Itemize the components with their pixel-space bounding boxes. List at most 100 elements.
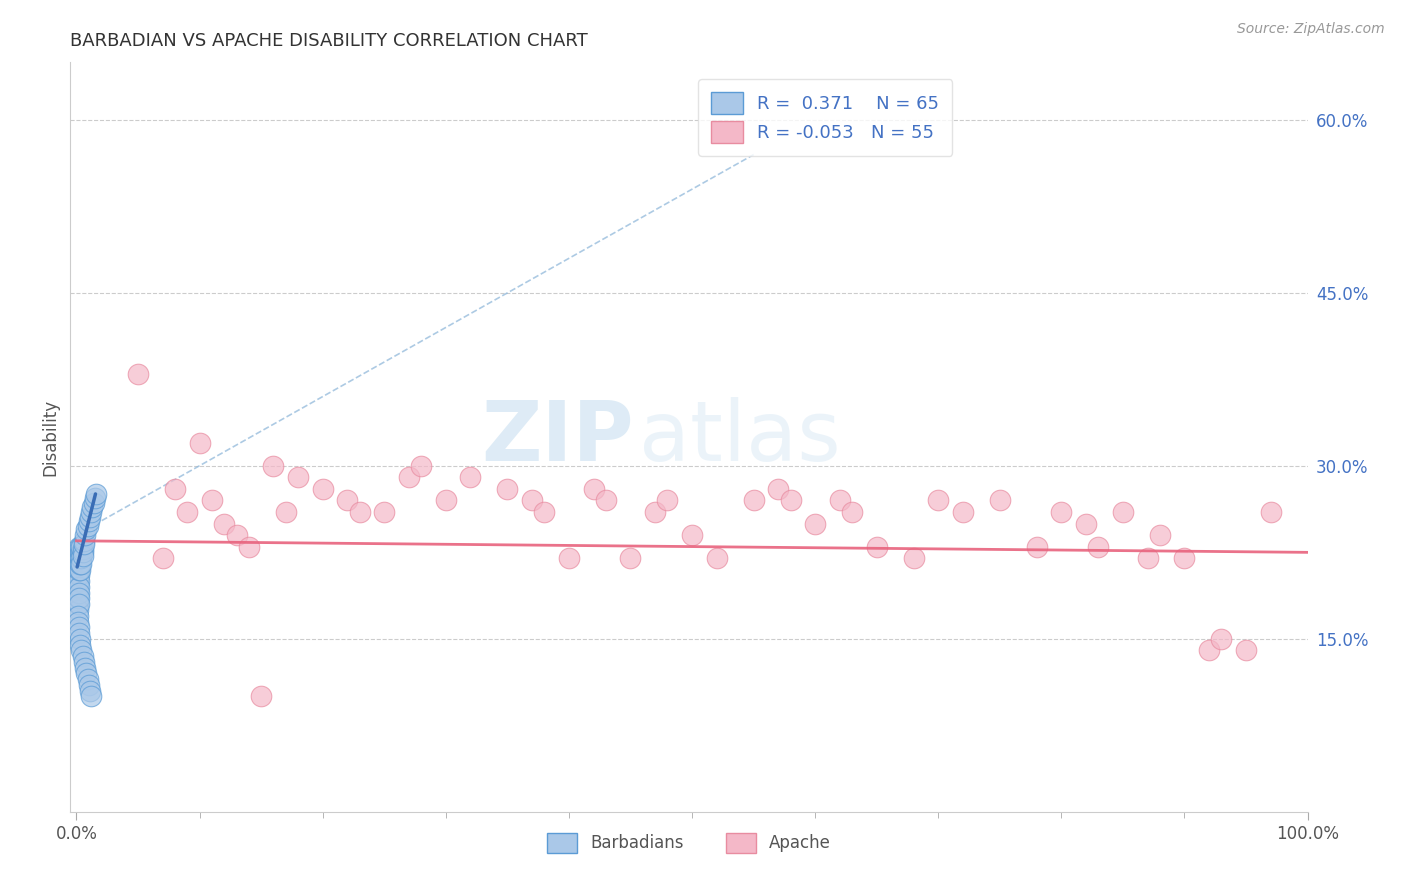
Y-axis label: Disability: Disability bbox=[41, 399, 59, 475]
Point bbox=[804, 516, 827, 531]
Point bbox=[1198, 643, 1220, 657]
Point bbox=[67, 591, 90, 606]
Point bbox=[841, 505, 863, 519]
Point bbox=[66, 563, 89, 577]
Point bbox=[988, 493, 1011, 508]
Point bbox=[73, 533, 96, 548]
Point bbox=[66, 608, 89, 623]
Point bbox=[952, 505, 974, 519]
Point bbox=[1050, 505, 1073, 519]
Point bbox=[69, 545, 91, 559]
Point bbox=[1112, 505, 1135, 519]
Point bbox=[336, 493, 359, 508]
Point bbox=[67, 557, 90, 571]
Point bbox=[903, 551, 925, 566]
Point bbox=[73, 537, 96, 551]
Point bbox=[644, 505, 666, 519]
Point bbox=[66, 557, 89, 571]
Point bbox=[312, 482, 335, 496]
Point bbox=[349, 505, 371, 519]
Point bbox=[212, 516, 235, 531]
Point bbox=[66, 585, 89, 599]
Point bbox=[75, 660, 97, 674]
Point bbox=[75, 528, 97, 542]
Point bbox=[72, 545, 94, 559]
Point bbox=[70, 551, 93, 566]
Point bbox=[69, 638, 91, 652]
Point bbox=[582, 482, 605, 496]
Point bbox=[742, 493, 765, 508]
Point bbox=[1149, 528, 1171, 542]
Point bbox=[496, 482, 519, 496]
Point bbox=[287, 470, 309, 484]
Point bbox=[66, 551, 89, 566]
Point bbox=[69, 540, 91, 554]
Point bbox=[67, 563, 90, 577]
Point bbox=[1260, 505, 1282, 519]
Text: BARBADIAN VS APACHE DISABILITY CORRELATION CHART: BARBADIAN VS APACHE DISABILITY CORRELATI… bbox=[70, 32, 588, 50]
Point bbox=[83, 496, 105, 510]
Point bbox=[533, 505, 555, 519]
Point bbox=[79, 683, 101, 698]
Point bbox=[188, 435, 211, 450]
Point bbox=[373, 505, 395, 519]
Point bbox=[1074, 516, 1097, 531]
Point bbox=[595, 493, 617, 508]
Point bbox=[69, 632, 91, 646]
Point bbox=[66, 615, 89, 629]
Point bbox=[66, 580, 89, 594]
Point bbox=[66, 568, 89, 582]
Point bbox=[84, 491, 107, 505]
Point bbox=[66, 591, 89, 606]
Point bbox=[84, 486, 107, 500]
Point bbox=[67, 585, 90, 599]
Point bbox=[434, 493, 457, 508]
Point bbox=[72, 549, 94, 563]
Point bbox=[67, 540, 90, 554]
Point bbox=[72, 541, 94, 556]
Point bbox=[67, 563, 90, 577]
Point bbox=[75, 666, 97, 681]
Point bbox=[79, 509, 101, 524]
Point bbox=[262, 458, 284, 473]
Point bbox=[766, 482, 789, 496]
Point bbox=[927, 493, 949, 508]
Point bbox=[70, 557, 93, 571]
Point bbox=[66, 574, 89, 589]
Point bbox=[411, 458, 433, 473]
Point bbox=[67, 620, 90, 634]
Point bbox=[75, 522, 97, 536]
Point bbox=[76, 672, 98, 686]
Point bbox=[67, 626, 90, 640]
Point bbox=[828, 493, 851, 508]
Point bbox=[1136, 551, 1159, 566]
Point bbox=[201, 493, 224, 508]
Point bbox=[398, 470, 420, 484]
Point bbox=[73, 655, 96, 669]
Point bbox=[558, 551, 581, 566]
Point bbox=[77, 514, 100, 528]
Point bbox=[66, 603, 89, 617]
Point bbox=[80, 505, 103, 519]
Point bbox=[1211, 632, 1233, 646]
Point bbox=[681, 528, 703, 542]
Point bbox=[225, 528, 247, 542]
Point bbox=[82, 500, 104, 515]
Point bbox=[67, 580, 90, 594]
Point bbox=[69, 551, 91, 566]
Point bbox=[70, 545, 93, 559]
Text: ZIP: ZIP bbox=[481, 397, 633, 477]
Point bbox=[72, 649, 94, 664]
Point bbox=[619, 551, 641, 566]
Point bbox=[69, 557, 91, 571]
Point bbox=[67, 574, 90, 589]
Point bbox=[163, 482, 186, 496]
Point bbox=[70, 540, 93, 554]
Point bbox=[1087, 540, 1109, 554]
Point bbox=[76, 519, 98, 533]
Point bbox=[69, 557, 91, 571]
Point bbox=[66, 545, 89, 559]
Point bbox=[127, 367, 149, 381]
Point bbox=[1173, 551, 1195, 566]
Point bbox=[80, 690, 103, 704]
